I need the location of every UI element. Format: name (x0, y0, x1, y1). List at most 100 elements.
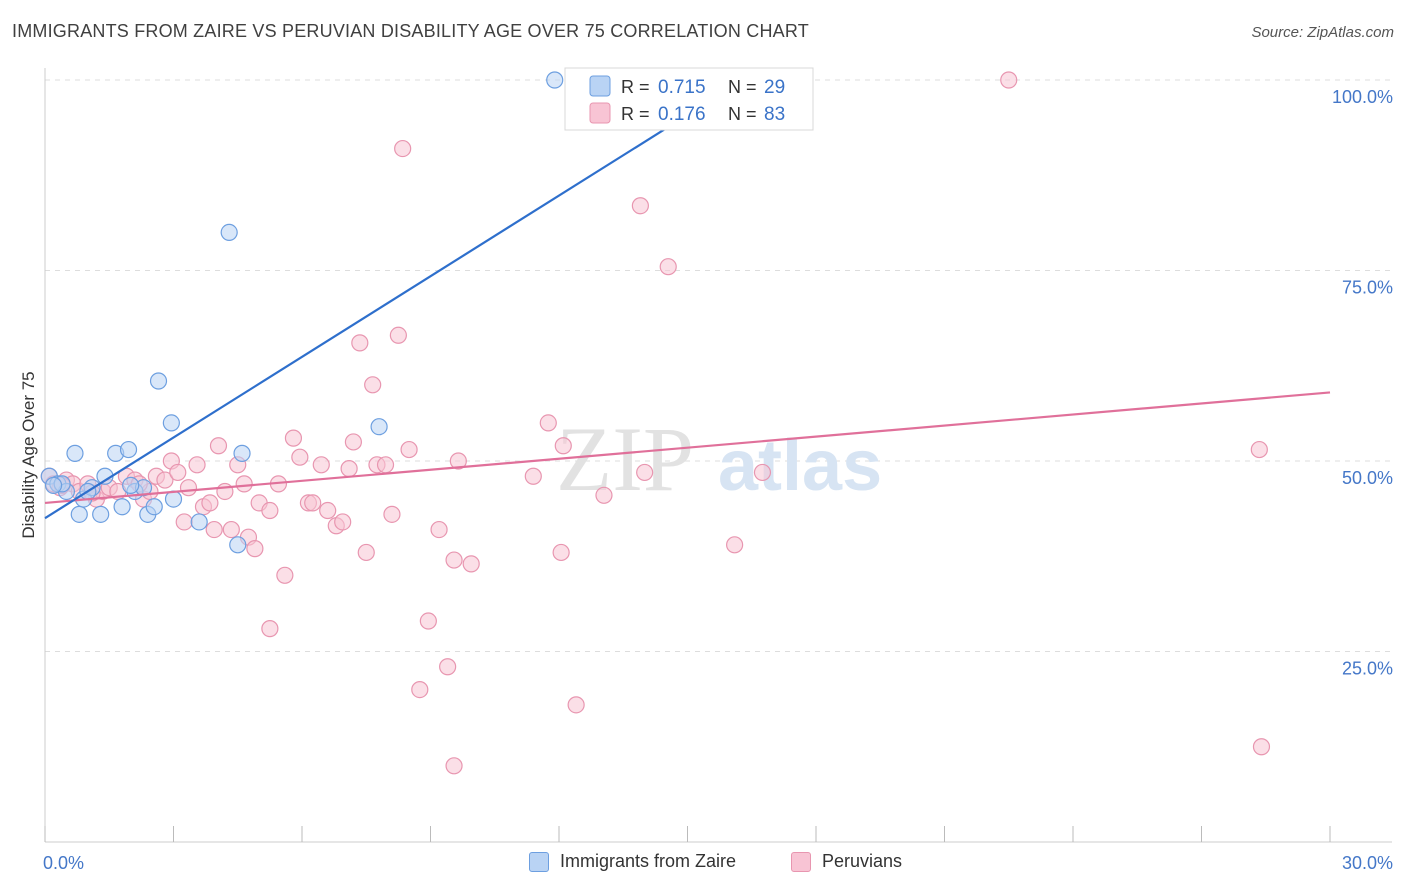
peruvians-point (462, 555, 480, 573)
legend-r-label-zaire: R = (621, 77, 650, 97)
peruvians-point (188, 456, 206, 474)
chart-source: Source: ZipAtlas.com (1251, 24, 1394, 41)
peruvians-point (554, 437, 572, 455)
peruvians-point (595, 486, 613, 504)
trend-lines (44, 79, 1331, 520)
peruvians-point (430, 520, 448, 539)
peruvians-point (179, 479, 198, 497)
legend-r-value-peruvians: 0.176 (658, 104, 706, 125)
peruvians-point (389, 326, 407, 344)
x-tick-label-max: 30.0% (1342, 853, 1393, 873)
zaire-point (145, 498, 163, 516)
grid-lines (45, 79, 1392, 652)
peruvians-point (449, 452, 467, 470)
peruvians-point (276, 566, 294, 584)
zaire-point (119, 440, 138, 459)
bottom-legend-item-zaire: Immigrants from Zaire (529, 851, 736, 872)
peruvians-point (261, 501, 279, 520)
bottom-legend-item-peruvians: Peruvians (791, 851, 902, 872)
legend-r-label-peruvians: R = (621, 104, 650, 124)
legend-n-label-peruvians: N = (728, 104, 757, 124)
bottom-legend-swatch-zaire (529, 851, 549, 872)
peruvians-point (376, 456, 395, 474)
y-tick-label-100: 100.0% (1332, 87, 1393, 107)
legend-swatch-peruvians (589, 102, 611, 124)
peruvians-point (169, 463, 187, 482)
peruvians-point (445, 551, 463, 569)
peruvians-point (209, 437, 228, 455)
peruvians-point (340, 460, 358, 478)
y-axis-label: Disability Age Over 75 (19, 371, 38, 538)
peruvians-point (319, 501, 337, 520)
zaire-point (92, 505, 110, 523)
legend-swatch-zaire (589, 75, 611, 97)
zaire-point (122, 476, 140, 494)
peruvians-point (291, 448, 309, 466)
zaire-point (149, 372, 168, 390)
zaire-point (220, 223, 238, 241)
peruvians-point (364, 376, 382, 394)
peruvians-point (394, 139, 412, 158)
watermark-atlas: atlas (718, 426, 882, 506)
zaire-point (190, 513, 208, 531)
peruvians-point (411, 680, 429, 699)
peruvians-point (351, 334, 369, 352)
chart-title: IMMIGRANTS FROM ZAIRE VS PERUVIAN DISABI… (12, 21, 809, 41)
peruvians-point (205, 520, 223, 539)
peruvians-point (235, 475, 253, 493)
bottom-legend: Immigrants from Zaire Peruvians (0, 851, 1406, 877)
zaire-point (66, 444, 84, 462)
peruvians-point (1252, 738, 1271, 756)
zaire-point (164, 490, 183, 508)
peruvians-point (539, 414, 557, 432)
peruvians-point (284, 429, 303, 447)
bottom-legend-swatch-peruvians (791, 851, 811, 872)
peruvians-trend-line (44, 391, 1331, 505)
peruvians-point (1000, 71, 1018, 89)
y-tick-label-25: 25.0% (1342, 659, 1393, 679)
peruvians-point (304, 494, 322, 512)
watermark: ZIP atlas (556, 408, 882, 510)
peruvians-point (246, 540, 264, 558)
zaire-point (70, 505, 88, 523)
peruvians-point (222, 520, 240, 539)
legend-r-value-zaire: 0.715 (658, 77, 706, 98)
y-tick-label-50: 50.0% (1342, 468, 1393, 488)
peruvians-point (726, 536, 744, 554)
zaire-point (113, 498, 131, 516)
peruvians-point (261, 620, 279, 638)
peruvians-point (439, 658, 457, 676)
zaire-trend-line (44, 79, 744, 520)
zaire-point (233, 444, 251, 462)
peruvians-point (524, 467, 542, 485)
watermark-zip: ZIP (556, 408, 694, 510)
peruvians-point (1250, 440, 1268, 459)
peruvians-point (567, 696, 585, 714)
legend-n-value-peruvians: 83 (764, 104, 785, 125)
zaire-point (229, 536, 247, 554)
peruvians-point (753, 463, 772, 482)
axes (44, 68, 1392, 843)
peruvians-point (659, 258, 677, 276)
bottom-legend-label-peruvians: Peruvians (822, 851, 903, 871)
peruvians-point (445, 757, 463, 775)
peruvians-point (631, 197, 649, 215)
legend-n-value-zaire: 29 (764, 77, 785, 98)
y-tick-label-75: 75.0% (1342, 278, 1393, 298)
peruvians-point (175, 513, 193, 531)
peruvians-point (383, 505, 401, 523)
peruvians-point (312, 456, 330, 474)
peruvians-point (201, 494, 219, 512)
bottom-legend-label-zaire: Immigrants from Zaire (560, 851, 737, 871)
zaire-point (44, 476, 63, 494)
tick-labels: 25.0% 50.0% 75.0% 100.0% 0.0% 30.0% (43, 87, 1393, 873)
peruvians-point (419, 612, 437, 630)
legend-n-label-zaire: N = (728, 77, 757, 97)
zaire-point (546, 71, 564, 89)
peruvians-point (357, 543, 375, 562)
zaire-point (370, 418, 388, 436)
peruvians-point (344, 433, 362, 451)
legend-box: R = 0.715 N = 29 R = 0.176 N = 83 (564, 67, 814, 131)
x-tick-label-min: 0.0% (43, 853, 84, 873)
